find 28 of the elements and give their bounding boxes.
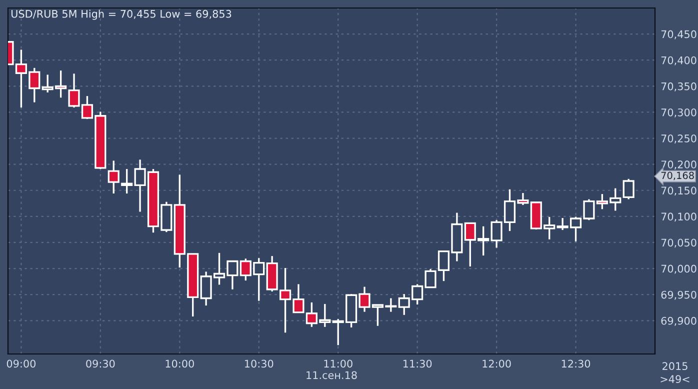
text: 2015 [662, 362, 688, 370]
y-tick-label: 70,300 [661, 108, 696, 118]
chart-title: USD/RUB 5M High = 70,455 Low = 69,853 [11, 10, 232, 20]
y-tick-label: 70,400 [661, 56, 696, 66]
y-tick-label: 70,150 [661, 186, 696, 196]
y-tick-label: 70,200 [661, 160, 696, 170]
x-axis-title: 11.сен.18 [306, 371, 357, 380]
y-tick-label: 70,000 [661, 264, 696, 274]
x-tick-label: 11:00 [324, 360, 352, 368]
x-tick-label: 09:00 [6, 360, 36, 368]
x-tick-label: 12:30 [562, 360, 590, 368]
x-tick-label: 10:30 [245, 360, 274, 368]
y-tick-label: 69,950 [661, 290, 696, 300]
x-tick-label: 11:30 [403, 360, 432, 368]
candlestick [622, 178, 634, 200]
x-tick-label: 10:00 [166, 360, 194, 368]
y-tick-label: 70,450 [661, 30, 696, 40]
text: 70,168 [661, 172, 694, 180]
x-tick-label: 09:30 [86, 360, 115, 368]
text: >49< [660, 375, 690, 384]
y-tick-label: 70,250 [661, 134, 696, 144]
y-tick-label: 69,900 [661, 316, 696, 326]
candlestick [121, 168, 133, 194]
x-tick-label: 12:00 [482, 360, 511, 368]
y-tick-label: 70,050 [661, 238, 696, 248]
y-tick-label: 70,100 [661, 212, 696, 222]
candlestick [108, 160, 120, 194]
y-tick-label: 70,350 [661, 82, 696, 92]
